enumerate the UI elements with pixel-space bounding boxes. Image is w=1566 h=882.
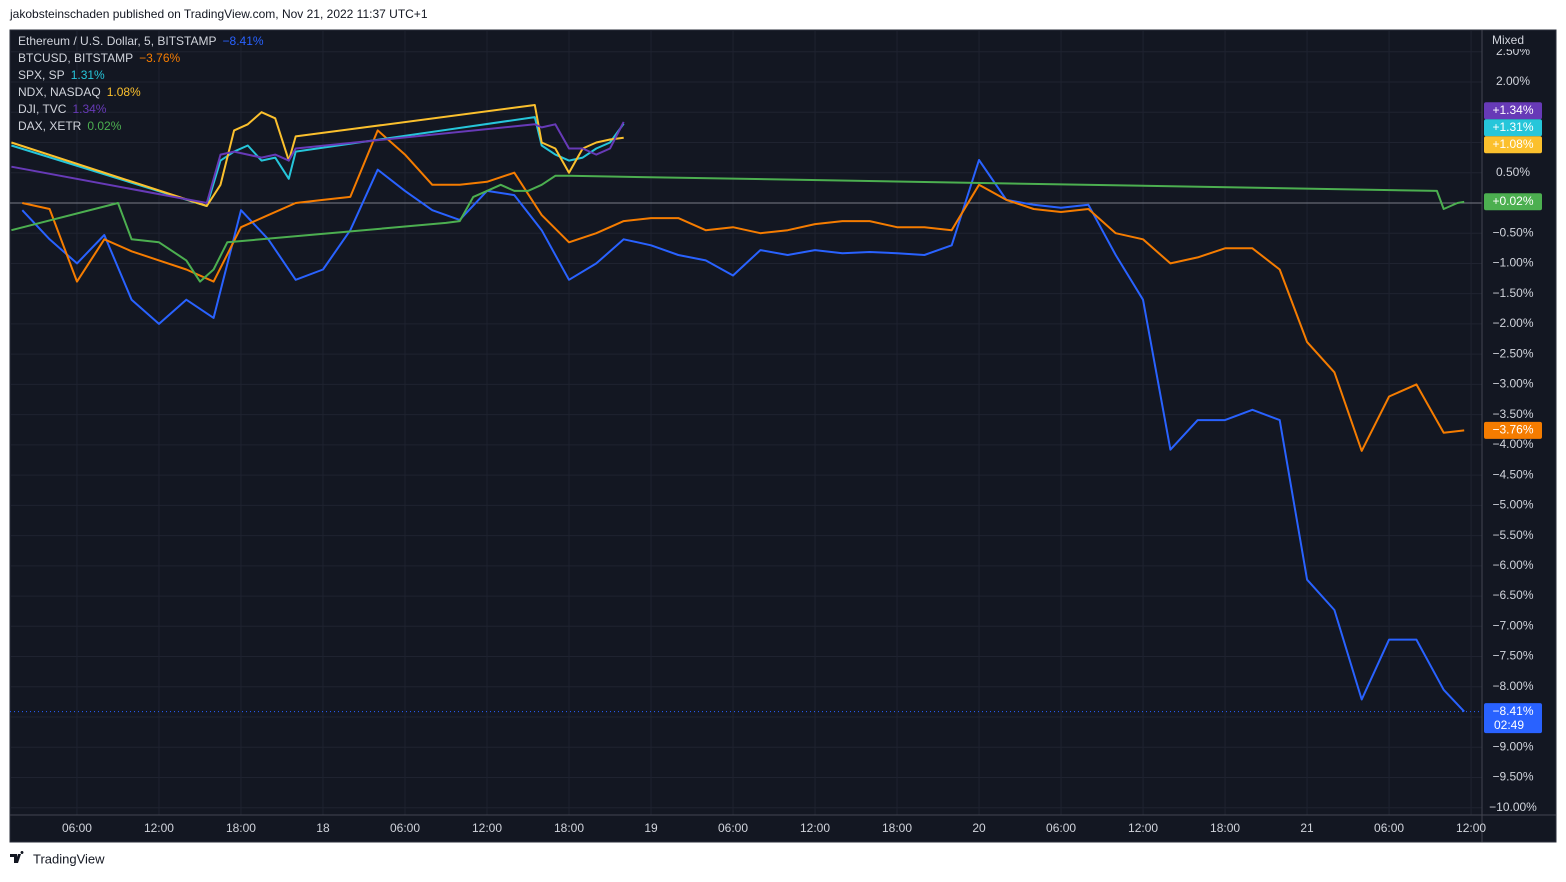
x-tick-label: 06:00 [1374,821,1404,835]
y-tick-label: −4.50% [1492,467,1533,481]
y-tick-label: −3.00% [1492,377,1533,391]
legend-entry: DJI, TVC 1.34% [18,102,107,116]
legend-value: 1.34% [72,102,106,116]
x-tick-label: 21 [1300,821,1314,835]
y-tick-label: −10.00% [1489,800,1537,814]
legend-value: 1.31% [71,68,105,82]
legend-value: −8.41% [223,34,264,48]
legend-entry: BTCUSD, BITSTAMP −3.76% [18,51,180,65]
y-tick-label: −9.50% [1492,770,1533,784]
legend-name: Ethereum / U.S. Dollar, 5, BITSTAMP [18,34,217,48]
y-tick-label: 0.50% [1496,165,1530,179]
x-tick-label: 18:00 [554,821,584,835]
legend-value: −3.76% [139,51,180,65]
legend-value: 1.08% [107,85,141,99]
y-tick-label: −5.50% [1492,528,1533,542]
footer-logo [10,851,24,863]
legend-entry: Ethereum / U.S. Dollar, 5, BITSTAMP −8.41… [18,34,264,48]
axes: 2.50%2.00%1.50%1.00%0.50%0.00%−0.50%−1.0… [62,44,1537,835]
series-line [11,174,1465,283]
series-line [21,159,1465,713]
y-tick-label: −6.50% [1492,588,1533,602]
series-line [22,129,1465,452]
price-badge-label: −3.76% [1492,423,1533,437]
footer-text[interactable]: TradingView [33,851,105,866]
price-badge-label: +1.31% [1492,120,1533,134]
price-badge-label: +0.02% [1492,194,1533,208]
x-tick-label: 12:00 [472,821,502,835]
legend-entry: SPX, SP 1.31% [18,68,105,82]
price-badge [1484,136,1542,154]
x-tick-label: 06:00 [62,821,92,835]
x-tick-label: 12:00 [800,821,830,835]
y-tick-label: −2.50% [1492,346,1533,360]
plot-lines [10,104,1482,713]
price-badge [1484,102,1542,120]
legend-name: DJI, TVC [18,102,67,116]
x-tick-label: 12:00 [1128,821,1158,835]
x-tick-label: 12:00 [1456,821,1486,835]
series-line [11,116,625,207]
price-badge-label: +1.08% [1492,137,1533,151]
y-tick-label: −5.00% [1492,498,1533,512]
x-tick-label: 18 [316,821,330,835]
y-tick-label: −7.50% [1492,649,1533,663]
y-tick-label: 2.00% [1496,74,1530,88]
scale-mode[interactable]: Mixed [1492,33,1524,47]
y-tick-label: −2.00% [1492,316,1533,330]
legend-value: 0.02% [87,119,121,133]
countdown: 02:49 [1494,718,1524,732]
legend: Ethereum / U.S. Dollar, 5, BITSTAMP −8.41… [18,34,264,133]
legend-name: NDX, NASDAQ [18,85,101,99]
x-tick-label: 18:00 [1210,821,1240,835]
legend-entry: NDX, NASDAQ 1.08% [18,85,141,99]
chart-background [9,29,1557,843]
grid [10,30,1482,815]
legend-name: SPX, SP [18,68,65,82]
price-badge [1484,119,1542,137]
x-tick-label: 19 [644,821,658,835]
y-tick-label: −8.00% [1492,679,1533,693]
legend-name: BTCUSD, BITSTAMP [18,51,133,65]
x-tick-label: 12:00 [144,821,174,835]
logo-icon [10,851,24,863]
price-badge-label: +1.34% [1492,103,1533,117]
series-line [11,121,625,204]
x-tick-label: 06:00 [718,821,748,835]
x-tick-label: 06:00 [390,821,420,835]
legend-entry: DAX, XETR 0.02% [18,119,122,133]
x-tick-label: 06:00 [1046,821,1076,835]
scale-mode-bg [1484,31,1554,49]
y-tick-label: −6.00% [1492,558,1533,572]
y-tick-label: −1.50% [1492,286,1533,300]
y-tick-label: −4.00% [1492,437,1533,451]
price-badge [1484,703,1542,734]
price-badges: +1.34% +1.31% +1.08% +0.02% −3.76% −8.41%02:4… [1484,102,1542,734]
header-text: jakobsteinschaden published on TradingVi… [9,7,428,21]
x-tick-label: 18:00 [882,821,912,835]
x-tick-label: 18:00 [226,821,256,835]
y-tick-label: −3.50% [1492,407,1533,421]
x-tick-label: 20 [972,821,986,835]
price-badge [1484,421,1542,439]
y-tick-label: −9.00% [1492,739,1533,753]
y-tick-label: −7.00% [1492,618,1533,632]
legend-name: DAX, XETR [18,119,82,133]
series-line [11,104,624,207]
price-badge [1484,193,1542,211]
y-tick-label: −0.50% [1492,225,1533,239]
price-badge-label: −8.41% [1492,704,1533,718]
y-tick-label: −1.00% [1492,256,1533,270]
